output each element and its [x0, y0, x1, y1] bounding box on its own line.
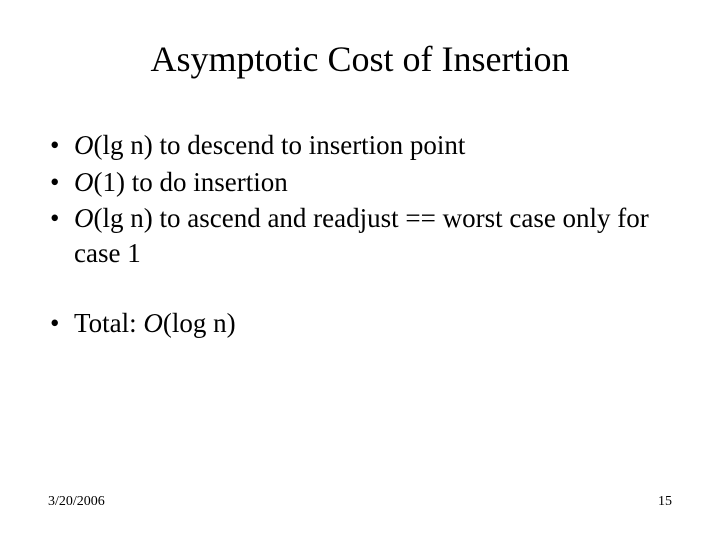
- big-o-args: (1): [94, 167, 125, 197]
- big-o-symbol: O: [74, 130, 94, 160]
- bullet-item: O(lg n) to ascend and readjust == worst …: [48, 201, 672, 270]
- big-o-args: (lg n): [94, 203, 153, 233]
- bullet-text: to do insertion: [125, 167, 288, 197]
- bullet-list-total: Total: O(log n): [48, 306, 672, 341]
- total-prefix: Total:: [74, 308, 143, 338]
- bullet-text: to descend to insertion point: [153, 130, 466, 160]
- bullet-item: O(lg n) to descend to insertion point: [48, 128, 672, 163]
- spacer: [48, 272, 672, 306]
- bullet-item: O(1) to do insertion: [48, 165, 672, 200]
- bullet-list: O(lg n) to descend to insertion point O(…: [48, 128, 672, 270]
- footer-page-number: 15: [658, 494, 672, 510]
- slide-footer: 3/20/2006 15: [48, 494, 672, 510]
- slide: Asymptotic Cost of Insertion O(lg n) to …: [0, 0, 720, 540]
- slide-title: Asymptotic Cost of Insertion: [48, 38, 672, 80]
- big-o-symbol: O: [74, 203, 94, 233]
- big-o-args: (lg n): [94, 130, 153, 160]
- big-o-args: (log n): [163, 308, 236, 338]
- bullet-text: to ascend and readjust == worst case onl…: [74, 203, 649, 268]
- big-o-symbol: O: [74, 167, 94, 197]
- big-o-symbol: O: [143, 308, 163, 338]
- bullet-item-total: Total: O(log n): [48, 306, 672, 341]
- footer-date: 3/20/2006: [48, 494, 105, 510]
